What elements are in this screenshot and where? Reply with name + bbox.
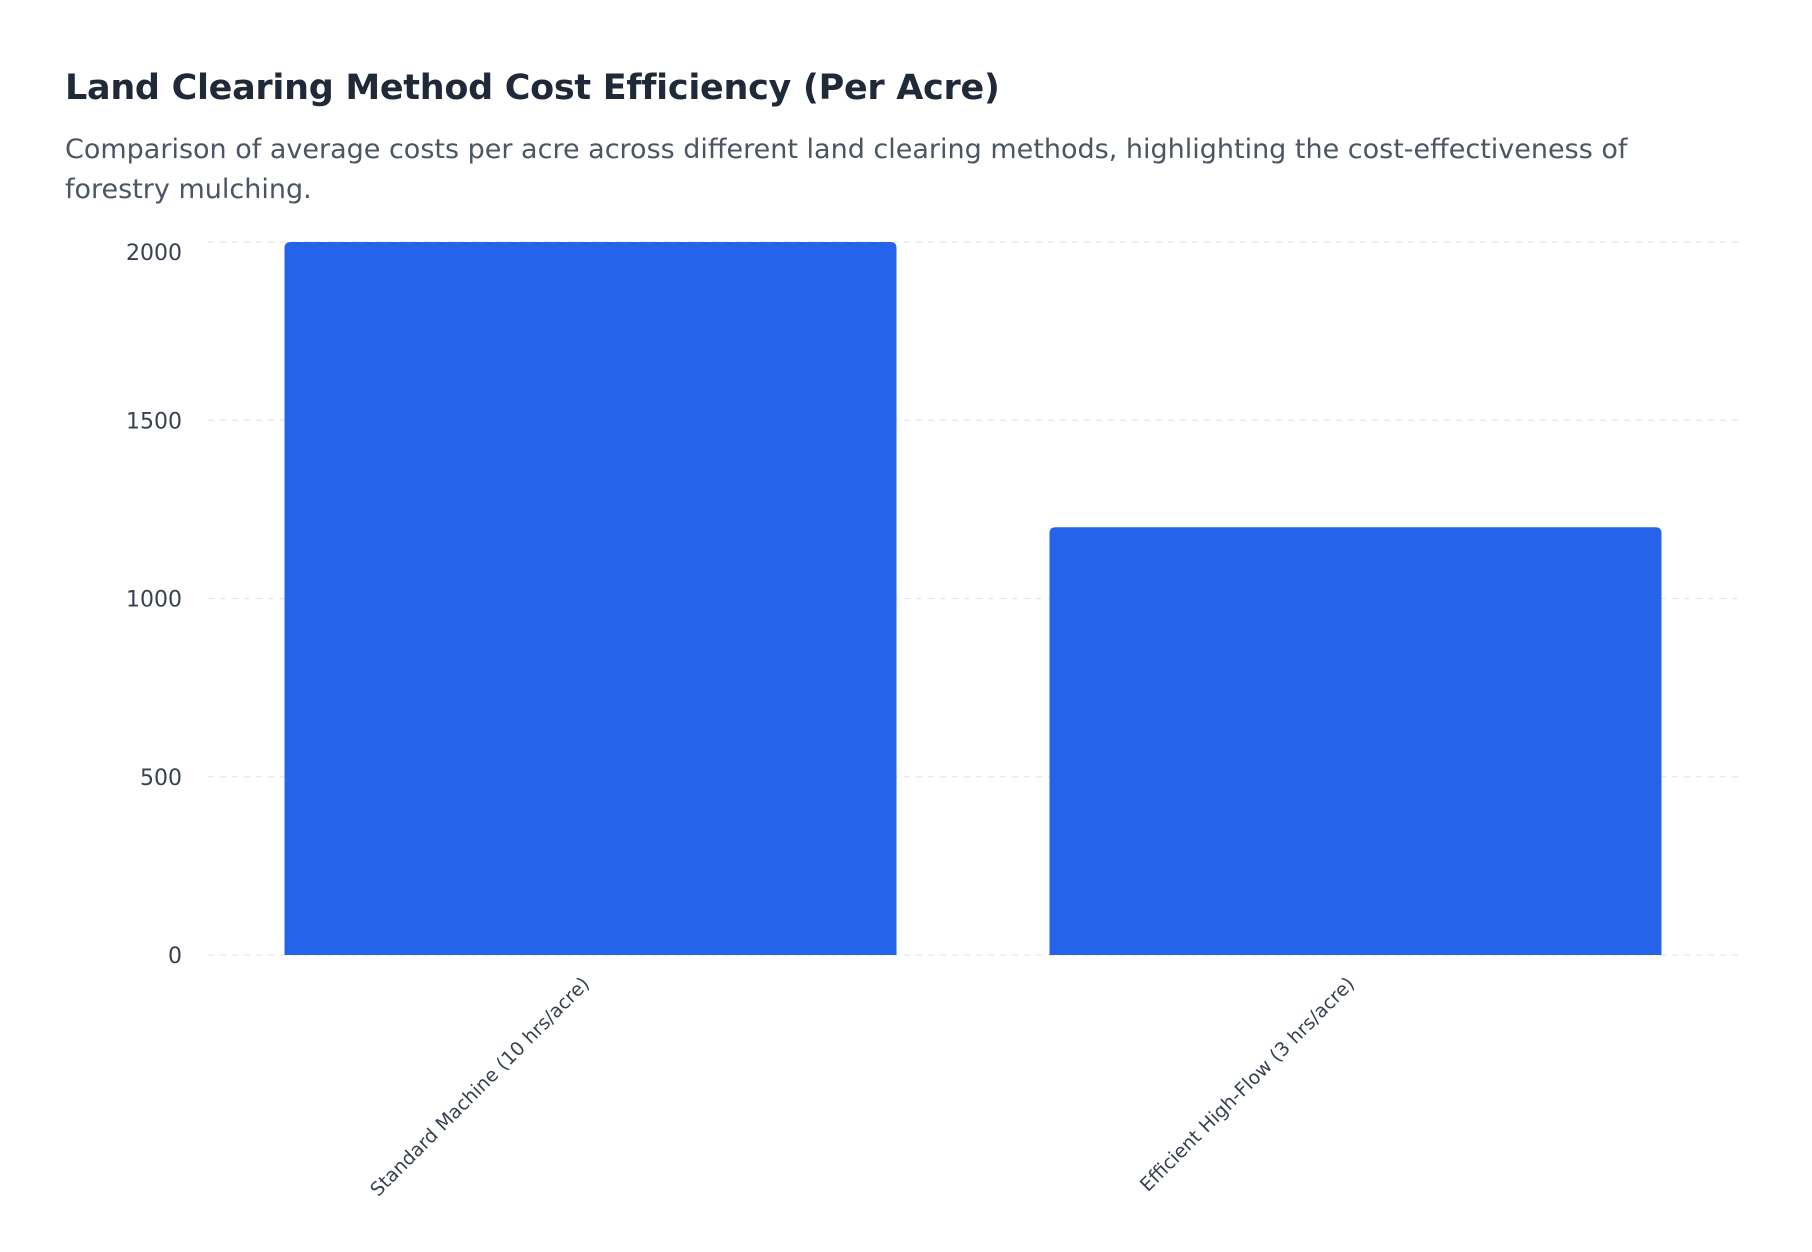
y-tick-label: 1000 [126,588,182,613]
y-tick-label: 0 [168,944,182,969]
y-axis: 0 500 1000 1500 2000 [126,241,182,969]
y-tick-label: 500 [140,766,182,791]
y-tick-label: 2000 [126,241,182,266]
bars [284,242,1662,955]
bar-1[interactable] [1049,527,1662,955]
x-tick-label: Standard Machine (10 hrs/acre) [366,973,594,1201]
chart-subtitle: Comparison of average costs per acre acr… [65,134,1628,205]
x-axis: Standard Machine (10 hrs/acre) Efficient … [366,973,1359,1201]
chart-title: Land Clearing Method Cost Efficiency (Pe… [65,68,1000,108]
x-tick-label: Efficient High-Flow (3 hrs/acre) [1136,973,1359,1196]
y-tick-label: 1500 [126,409,182,434]
bar-0[interactable] [284,242,897,955]
